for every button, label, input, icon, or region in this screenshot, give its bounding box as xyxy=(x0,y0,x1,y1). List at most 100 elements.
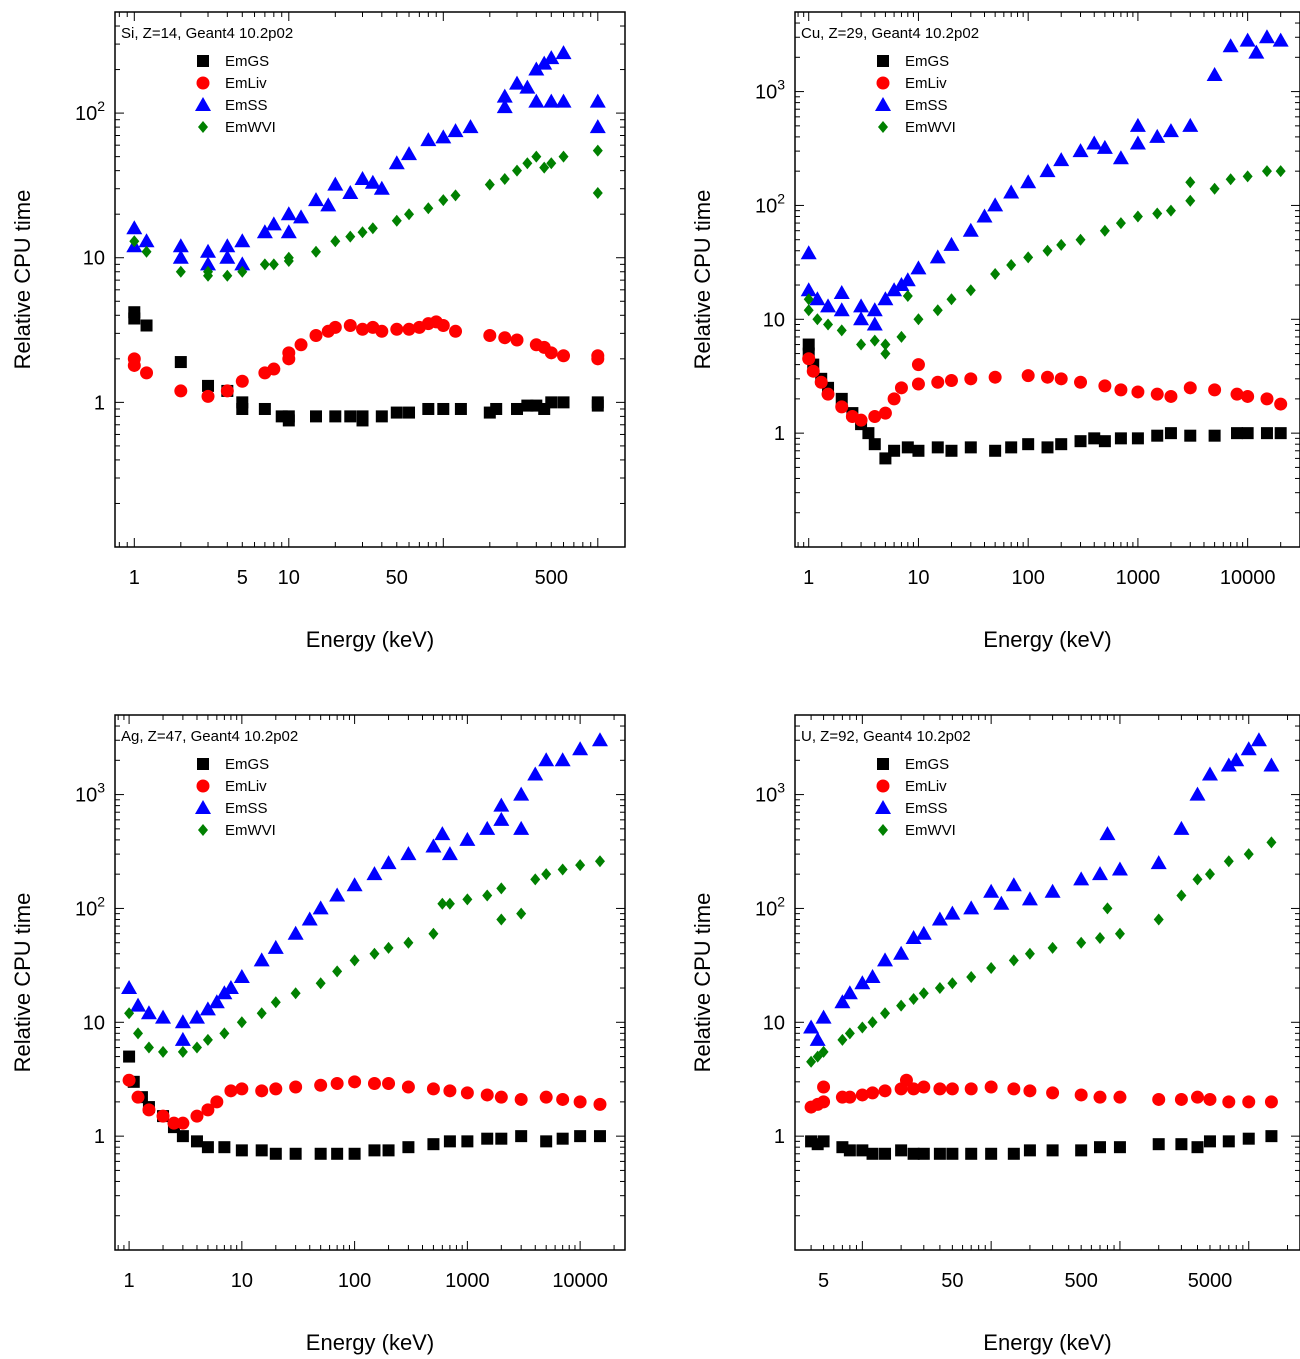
data-point xyxy=(530,873,541,886)
data-point xyxy=(233,968,250,983)
data-point xyxy=(201,1141,214,1154)
data-point xyxy=(591,352,605,366)
data-point xyxy=(1076,936,1087,949)
data-point xyxy=(461,1135,474,1148)
data-point xyxy=(901,441,914,454)
data-point xyxy=(1248,44,1265,59)
data-point xyxy=(806,364,820,378)
data-point xyxy=(327,176,344,191)
data-point xyxy=(312,900,329,915)
data-point xyxy=(933,1147,946,1160)
legend-entry: EmGS xyxy=(225,53,269,70)
data-point xyxy=(283,251,294,264)
data-point xyxy=(572,741,589,756)
data-point xyxy=(1263,757,1280,772)
data-point xyxy=(1003,184,1020,199)
data-point xyxy=(945,1082,959,1096)
data-point xyxy=(128,312,141,325)
data-point xyxy=(1056,238,1067,251)
y-tick-label: 1 xyxy=(774,423,785,445)
data-point xyxy=(1184,429,1197,442)
data-point xyxy=(802,352,816,366)
data-point xyxy=(344,410,357,423)
data-point xyxy=(420,132,437,147)
data-point xyxy=(844,1027,855,1040)
data-point xyxy=(236,402,249,415)
data-point xyxy=(1007,1147,1020,1160)
series-EmWVI xyxy=(806,836,1277,1068)
data-point xyxy=(191,1041,202,1054)
data-point xyxy=(1242,170,1253,183)
data-point xyxy=(867,1016,878,1029)
data-point xyxy=(1152,207,1163,220)
legend-entry: EmSS xyxy=(225,800,268,817)
data-point xyxy=(314,1147,327,1160)
data-point xyxy=(833,302,850,317)
data-point xyxy=(234,233,251,248)
data-point xyxy=(258,402,271,415)
data-point xyxy=(267,362,281,376)
data-point xyxy=(269,1147,282,1160)
data-point xyxy=(218,1141,231,1154)
data-point xyxy=(1115,217,1126,230)
data-point xyxy=(1206,66,1223,81)
data-point xyxy=(1175,1138,1188,1151)
data-point xyxy=(1005,877,1022,892)
data-point xyxy=(546,157,557,170)
data-point xyxy=(174,1031,191,1046)
data-point xyxy=(1114,432,1127,445)
x-tick-label: 1 xyxy=(124,1270,135,1292)
data-point xyxy=(1231,427,1244,440)
data-point xyxy=(545,396,558,409)
data-point xyxy=(1208,383,1222,397)
data-point xyxy=(932,304,943,317)
data-point xyxy=(1164,427,1177,440)
data-point xyxy=(853,298,870,313)
data-point xyxy=(539,161,550,174)
data-point xyxy=(308,192,325,207)
data-point xyxy=(812,313,823,326)
data-point xyxy=(311,245,322,258)
data-point xyxy=(895,1144,908,1157)
data-point xyxy=(817,1080,831,1094)
data-point xyxy=(514,1092,528,1106)
data-point xyxy=(989,444,1002,457)
data-point xyxy=(259,258,270,271)
data-point xyxy=(589,93,606,108)
data-point xyxy=(944,905,961,920)
data-point xyxy=(976,208,993,223)
data-point xyxy=(803,1019,820,1034)
data-point xyxy=(1191,1141,1204,1154)
x-tick-label: 1 xyxy=(129,567,140,589)
data-point xyxy=(513,820,530,835)
data-point xyxy=(527,766,544,781)
data-point xyxy=(893,945,910,960)
legend-swatch xyxy=(195,800,211,814)
data-point xyxy=(1044,883,1061,898)
data-point xyxy=(513,786,530,801)
data-point xyxy=(256,224,273,239)
data-point xyxy=(425,838,442,853)
data-point xyxy=(447,123,464,138)
data-point xyxy=(1113,1141,1126,1154)
data-point xyxy=(802,338,815,351)
data-point xyxy=(1053,152,1070,167)
data-point xyxy=(1243,848,1254,861)
data-point xyxy=(1021,891,1038,906)
data-point xyxy=(1114,383,1128,397)
data-point xyxy=(1173,820,1190,835)
data-point xyxy=(1074,435,1087,448)
x-tick-label: 100 xyxy=(1011,567,1044,589)
data-point xyxy=(498,331,512,345)
data-point xyxy=(1260,392,1274,406)
data-point xyxy=(390,322,404,336)
data-point xyxy=(253,952,270,967)
x-tick-label: 10000 xyxy=(552,1270,608,1292)
legend-swatch xyxy=(875,97,891,111)
data-point xyxy=(255,1144,268,1157)
data-point xyxy=(331,1147,344,1160)
series-EmWVI xyxy=(129,144,603,282)
data-point xyxy=(380,855,397,870)
data-point xyxy=(800,282,817,297)
